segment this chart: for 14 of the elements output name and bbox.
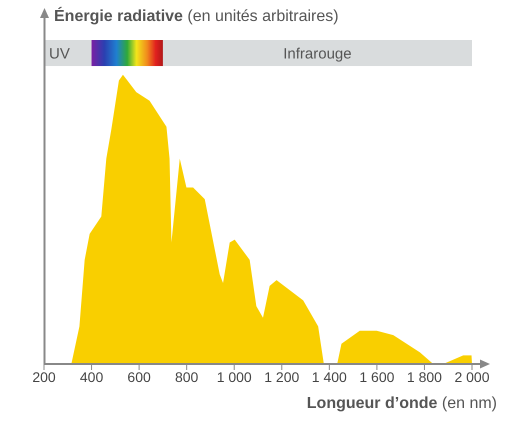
x-tick-label: 600 <box>127 368 152 385</box>
x-tick-label: 2 000 <box>454 368 490 385</box>
x-tick-label: 1 000 <box>216 368 252 385</box>
x-tick-label: 400 <box>80 368 104 385</box>
y-axis-title: Énergie radiative (en unités arbitraires) <box>54 8 339 25</box>
x-tick-label: 1 800 <box>406 368 442 385</box>
x-tick-label: 1 600 <box>359 368 395 385</box>
x-tick-label: 200 <box>32 368 56 385</box>
x-tick-label: 800 <box>174 368 199 385</box>
text: Infrarouge <box>283 45 352 62</box>
x-axis-title: Longueur d’onde (en nm) <box>306 395 497 412</box>
x-tick-label: 1 200 <box>264 368 300 385</box>
x-tick-label: 1 400 <box>312 368 348 385</box>
text: UV <box>49 45 70 62</box>
